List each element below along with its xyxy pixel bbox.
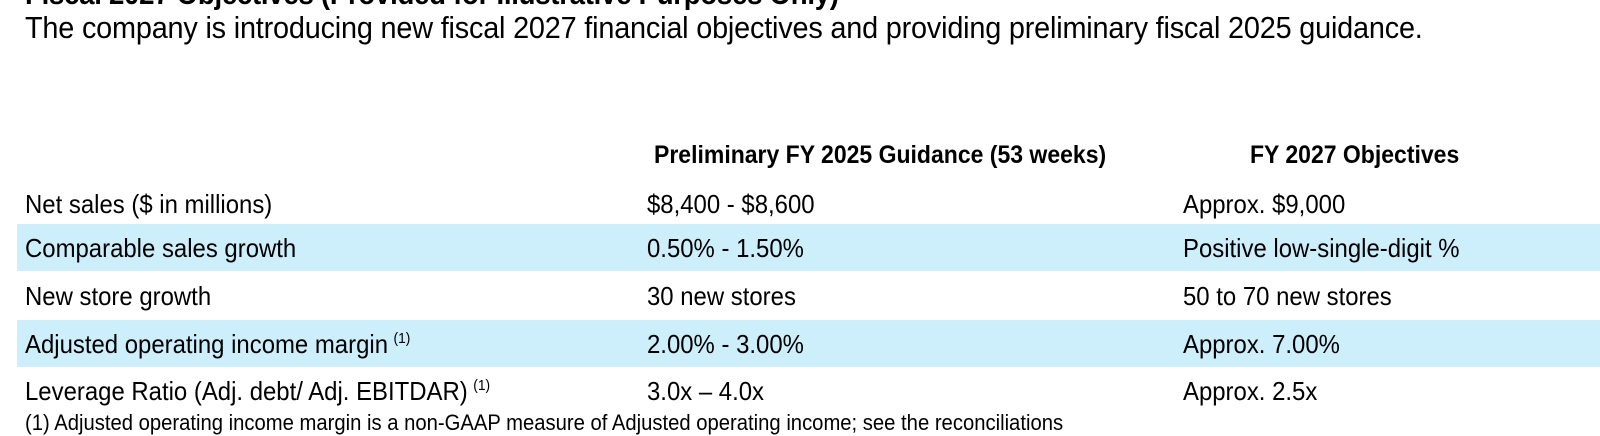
fy2025-value: 30 new stores	[647, 281, 796, 311]
section-heading-cut: Fiscal 2027 Objectives (Provided for Ill…	[25, 0, 839, 12]
header-fy2025: Preliminary FY 2025 Guidance (53 weeks)	[654, 141, 1107, 169]
table-row: Leverage Ratio (Adj. debt/ Adj. EBITDAR)…	[17, 367, 1600, 414]
footnote-marker: (1)	[473, 377, 491, 394]
table-row: Comparable sales growth 0.50% - 1.50% Po…	[17, 224, 1600, 271]
fy2027-value: Approx. 7.00%	[1183, 329, 1340, 359]
fy2027-value: 50 to 70 new stores	[1183, 281, 1392, 311]
fy2027-value: Approx. $9,000	[1183, 189, 1346, 219]
table-row: Adjusted operating income margin (1) 2.00…	[17, 320, 1600, 367]
header-fy2027: FY 2027 Objectives	[1250, 141, 1460, 169]
fy2025-value: 3.0x – 4.0x	[647, 376, 765, 406]
fy2025-value: $8,400 - $8,600	[647, 189, 815, 219]
metric-label: Leverage Ratio (Adj. debt/ Adj. EBITDAR)…	[25, 376, 491, 406]
fy2027-value: Positive low-single-digit %	[1183, 233, 1460, 263]
fy2025-value: 2.00% - 3.00%	[647, 329, 804, 359]
metric-label: New store growth	[25, 281, 212, 311]
table-row: New store growth 30 new stores 50 to 70 …	[17, 272, 1600, 319]
table-row: Net sales ($ in millions) $8,400 - $8,60…	[17, 180, 1600, 227]
fy2027-value: Approx. 2.5x	[1183, 376, 1318, 406]
footnote-marker: (1)	[393, 330, 411, 347]
metric-label: Adjusted operating income margin (1)	[25, 329, 411, 359]
metric-label: Net sales ($ in millions)	[25, 189, 273, 219]
intro-text: The company is introducing new fiscal 20…	[25, 10, 1423, 45]
footnote-text-cut: (1) Adjusted operating income margin is …	[25, 410, 1064, 435]
fy2025-value: 0.50% - 1.50%	[647, 233, 804, 263]
metric-label: Comparable sales growth	[25, 233, 297, 263]
